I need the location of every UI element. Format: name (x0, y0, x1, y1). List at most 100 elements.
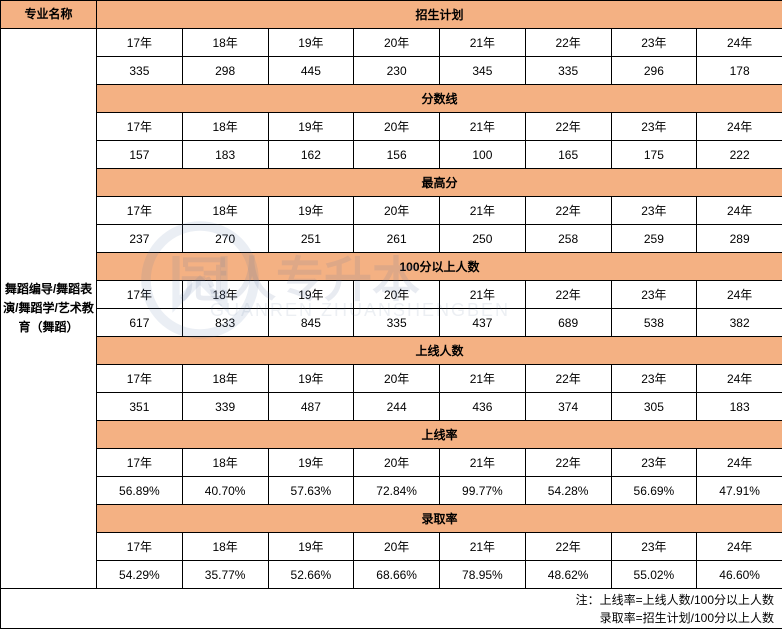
year-cell: 23年 (611, 113, 697, 141)
value-cell: 68.66% (354, 561, 440, 589)
value-cell: 156 (354, 141, 440, 169)
col1-header: 专业名称 (1, 1, 97, 29)
value-cell: 617 (97, 309, 183, 337)
value-cell: 157 (97, 141, 183, 169)
value-cell: 56.89% (97, 477, 183, 505)
year-cell: 20年 (354, 113, 440, 141)
year-cell: 22年 (525, 197, 611, 225)
value-cell: 335 (354, 309, 440, 337)
year-cell: 19年 (268, 29, 354, 57)
year-cell: 19年 (268, 197, 354, 225)
year-cell: 17年 (97, 281, 183, 309)
year-cell: 18年 (182, 197, 268, 225)
section-header-2: 最高分 (97, 169, 782, 197)
section-header-4: 上线人数 (97, 337, 782, 365)
value-cell: 436 (440, 393, 526, 421)
value-cell: 345 (440, 57, 526, 85)
year-cell: 23年 (611, 365, 697, 393)
year-cell: 22年 (525, 533, 611, 561)
year-cell: 17年 (97, 113, 183, 141)
value-cell: 289 (697, 225, 782, 253)
value-cell: 47.91% (697, 477, 782, 505)
value-cell: 538 (611, 309, 697, 337)
section-header-3: 100分以上人数 (97, 253, 782, 281)
year-cell: 19年 (268, 113, 354, 141)
year-cell: 23年 (611, 449, 697, 477)
year-cell: 19年 (268, 365, 354, 393)
value-cell: 175 (611, 141, 697, 169)
year-cell: 21年 (440, 113, 526, 141)
year-cell: 23年 (611, 281, 697, 309)
value-cell: 298 (182, 57, 268, 85)
value-cell: 339 (182, 393, 268, 421)
value-cell: 437 (440, 309, 526, 337)
year-cell: 22年 (525, 29, 611, 57)
value-cell: 351 (97, 393, 183, 421)
value-cell: 178 (697, 57, 782, 85)
section-header-6: 录取率 (97, 505, 782, 533)
year-cell: 17年 (97, 197, 183, 225)
value-cell: 35.77% (182, 561, 268, 589)
value-cell: 40.70% (182, 477, 268, 505)
value-cell: 78.95% (440, 561, 526, 589)
value-cell: 270 (182, 225, 268, 253)
year-cell: 23年 (611, 197, 697, 225)
value-cell: 251 (268, 225, 354, 253)
year-cell: 20年 (354, 533, 440, 561)
section-header-0: 招生计划 (97, 1, 782, 29)
value-cell: 689 (525, 309, 611, 337)
year-cell: 21年 (440, 281, 526, 309)
value-cell: 183 (697, 393, 782, 421)
value-cell: 250 (440, 225, 526, 253)
year-cell: 20年 (354, 29, 440, 57)
year-cell: 24年 (697, 29, 782, 57)
value-cell: 162 (268, 141, 354, 169)
year-cell: 21年 (440, 29, 526, 57)
value-cell: 99.77% (440, 477, 526, 505)
year-cell: 18年 (182, 365, 268, 393)
value-cell: 833 (182, 309, 268, 337)
year-cell: 18年 (182, 533, 268, 561)
year-cell: 19年 (268, 449, 354, 477)
year-cell: 20年 (354, 197, 440, 225)
section-header-5: 上线率 (97, 421, 782, 449)
value-cell: 259 (611, 225, 697, 253)
value-cell: 335 (525, 57, 611, 85)
year-cell: 17年 (97, 533, 183, 561)
year-cell: 24年 (697, 197, 782, 225)
year-cell: 23年 (611, 29, 697, 57)
year-cell: 20年 (354, 281, 440, 309)
year-cell: 21年 (440, 533, 526, 561)
value-cell: 183 (182, 141, 268, 169)
year-cell: 24年 (697, 533, 782, 561)
year-cell: 17年 (97, 29, 183, 57)
year-cell: 22年 (525, 449, 611, 477)
year-cell: 21年 (440, 365, 526, 393)
year-cell: 24年 (697, 281, 782, 309)
value-cell: 374 (525, 393, 611, 421)
value-cell: 382 (697, 309, 782, 337)
value-cell: 54.29% (97, 561, 183, 589)
year-cell: 17年 (97, 449, 183, 477)
year-cell: 24年 (697, 449, 782, 477)
value-cell: 230 (354, 57, 440, 85)
value-cell: 237 (97, 225, 183, 253)
year-cell: 24年 (697, 113, 782, 141)
year-cell: 22年 (525, 113, 611, 141)
note-cell: 注：上线率=上线人数/100分以上人数录取率=招生计划/100分以上人数 (1, 589, 782, 629)
year-cell: 18年 (182, 281, 268, 309)
value-cell: 335 (97, 57, 183, 85)
year-cell: 21年 (440, 197, 526, 225)
section-header-1: 分数线 (97, 85, 782, 113)
year-cell: 24年 (697, 365, 782, 393)
year-cell: 22年 (525, 365, 611, 393)
value-cell: 165 (525, 141, 611, 169)
year-cell: 17年 (97, 365, 183, 393)
value-cell: 222 (697, 141, 782, 169)
year-cell: 20年 (354, 365, 440, 393)
value-cell: 305 (611, 393, 697, 421)
year-cell: 19年 (268, 281, 354, 309)
value-cell: 48.62% (525, 561, 611, 589)
value-cell: 72.84% (354, 477, 440, 505)
year-cell: 18年 (182, 29, 268, 57)
